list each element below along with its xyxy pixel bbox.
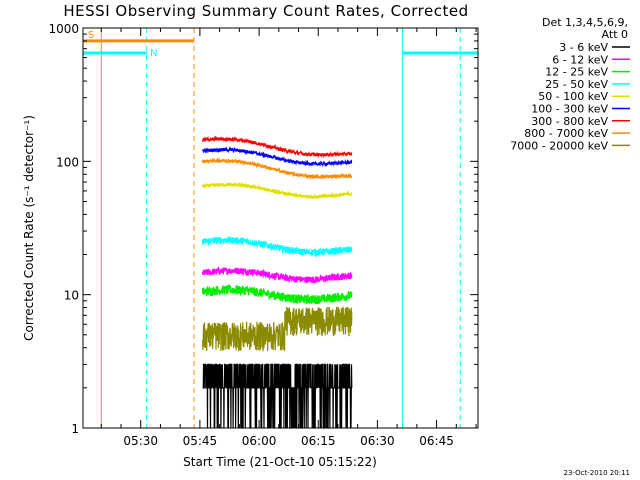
legend-header-line-2: Att 0 xyxy=(602,28,628,41)
y-tick-label: 1 xyxy=(71,422,79,436)
legend-item-label: 800 - 7000 keV xyxy=(524,127,608,140)
legend-item-label: 100 - 300 keV xyxy=(531,103,608,116)
y-tick-label: 10 xyxy=(64,289,79,303)
x-tick-label: 05:45 xyxy=(183,434,218,448)
series-line xyxy=(201,236,353,258)
legend-item-label: 7000 - 20000 keV xyxy=(510,139,608,152)
legend-item-label: 50 - 100 keV xyxy=(538,90,608,103)
x-tick-label: 06:00 xyxy=(242,434,277,448)
series-line xyxy=(201,181,353,200)
x-axis-label: Start Time (21-Oct-10 05:15:22) xyxy=(183,455,377,469)
series-line xyxy=(201,306,353,352)
x-tick-label: 06:15 xyxy=(301,434,336,448)
series-line xyxy=(201,146,353,168)
series-line xyxy=(201,156,353,181)
series-line xyxy=(201,265,353,285)
y-tick-label: 1000 xyxy=(48,22,79,36)
series-line xyxy=(201,283,353,305)
legend-item-label: 300 - 800 keV xyxy=(531,115,608,128)
footer-date: 23-Oct-2010 20:11 xyxy=(564,469,630,477)
legend-item-label: 25 - 50 keV xyxy=(545,78,608,91)
series-line xyxy=(201,135,353,159)
legend-item-label: 6 - 12 keV xyxy=(552,53,608,66)
y-axis: 1 10 100 1000 xyxy=(48,22,478,436)
legend-item-label: 12 - 25 keV xyxy=(545,66,608,79)
flag-label: S xyxy=(88,30,94,41)
flag-label: N xyxy=(150,48,157,59)
x-tick-label: 06:30 xyxy=(360,434,395,448)
plot-frame xyxy=(82,27,479,429)
chart-title: HESSI Observing Summary Count Rates, Cor… xyxy=(63,2,468,20)
y-tick-label: 100 xyxy=(56,155,79,169)
series-layer xyxy=(201,135,353,429)
legend-item-label: 3 - 6 keV xyxy=(559,41,608,54)
x-tick-label: 05:30 xyxy=(123,434,158,448)
series-line xyxy=(202,363,353,429)
flag-lines-layer: SN xyxy=(83,28,478,428)
legend-header-line-1: Det 1,3,4,5,6,9, xyxy=(542,16,628,29)
x-tick-label: 06:45 xyxy=(419,434,454,448)
x-axis: 05:30 05:45 06:00 06:15 06:30 06:45 xyxy=(100,28,477,448)
y-axis-label: Corrected Count Rate (s⁻¹ detector⁻¹) xyxy=(22,115,36,341)
